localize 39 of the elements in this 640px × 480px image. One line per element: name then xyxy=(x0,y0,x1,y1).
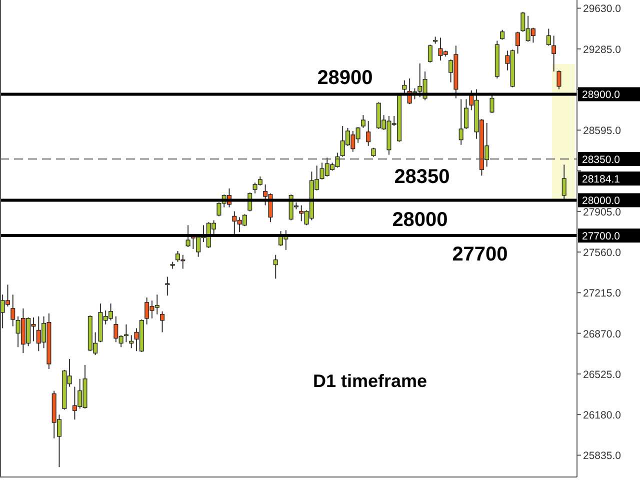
candlestick xyxy=(546,28,551,46)
y-tick-label: 27905.0 xyxy=(583,206,622,218)
candlestick xyxy=(490,92,494,114)
text: 27700.0 xyxy=(582,230,620,243)
candlestick xyxy=(360,114,366,128)
candlestick xyxy=(516,31,520,54)
y-tick-label: 28595.0 xyxy=(583,125,622,138)
y-tick-label: 26870.0 xyxy=(583,328,622,340)
candlestick xyxy=(366,120,371,146)
candlestick xyxy=(428,44,432,64)
candlestick xyxy=(464,98,468,130)
ref-line-label: 28000 xyxy=(392,209,448,232)
candlestick xyxy=(500,29,505,40)
candlestick xyxy=(402,80,407,94)
text: 28000.0 xyxy=(582,195,620,208)
candlestick xyxy=(552,35,556,72)
candlestick xyxy=(160,310,165,333)
text: 28350.0 xyxy=(582,154,620,166)
ref-line-label: 28900 xyxy=(317,67,373,90)
candlestick xyxy=(458,98,464,146)
y-tick-label: 25835.0 xyxy=(583,450,622,462)
candlestick xyxy=(273,254,278,280)
text: 28184.1 xyxy=(582,174,620,186)
candlestick xyxy=(129,334,134,349)
candlestick xyxy=(556,70,562,90)
y-tick-label: 29630.0 xyxy=(583,3,622,16)
ref-line-label: 27700 xyxy=(452,244,508,266)
candlestick xyxy=(10,294,16,327)
y-tick-label: 26525.0 xyxy=(583,368,622,381)
annotation: D1 timeframe xyxy=(312,371,428,391)
candlestick xyxy=(165,276,170,296)
candlestick xyxy=(124,324,128,343)
y-tick-label: 27560.0 xyxy=(583,247,622,260)
y-tick-label: 27215.0 xyxy=(583,288,622,300)
text: 28900.0 xyxy=(582,89,620,102)
candlestick xyxy=(186,224,190,248)
y-tick-label: 29285.0 xyxy=(583,44,622,56)
ref-line-label: 28350 xyxy=(394,166,450,188)
y-tick-label: 26180.0 xyxy=(583,410,622,422)
